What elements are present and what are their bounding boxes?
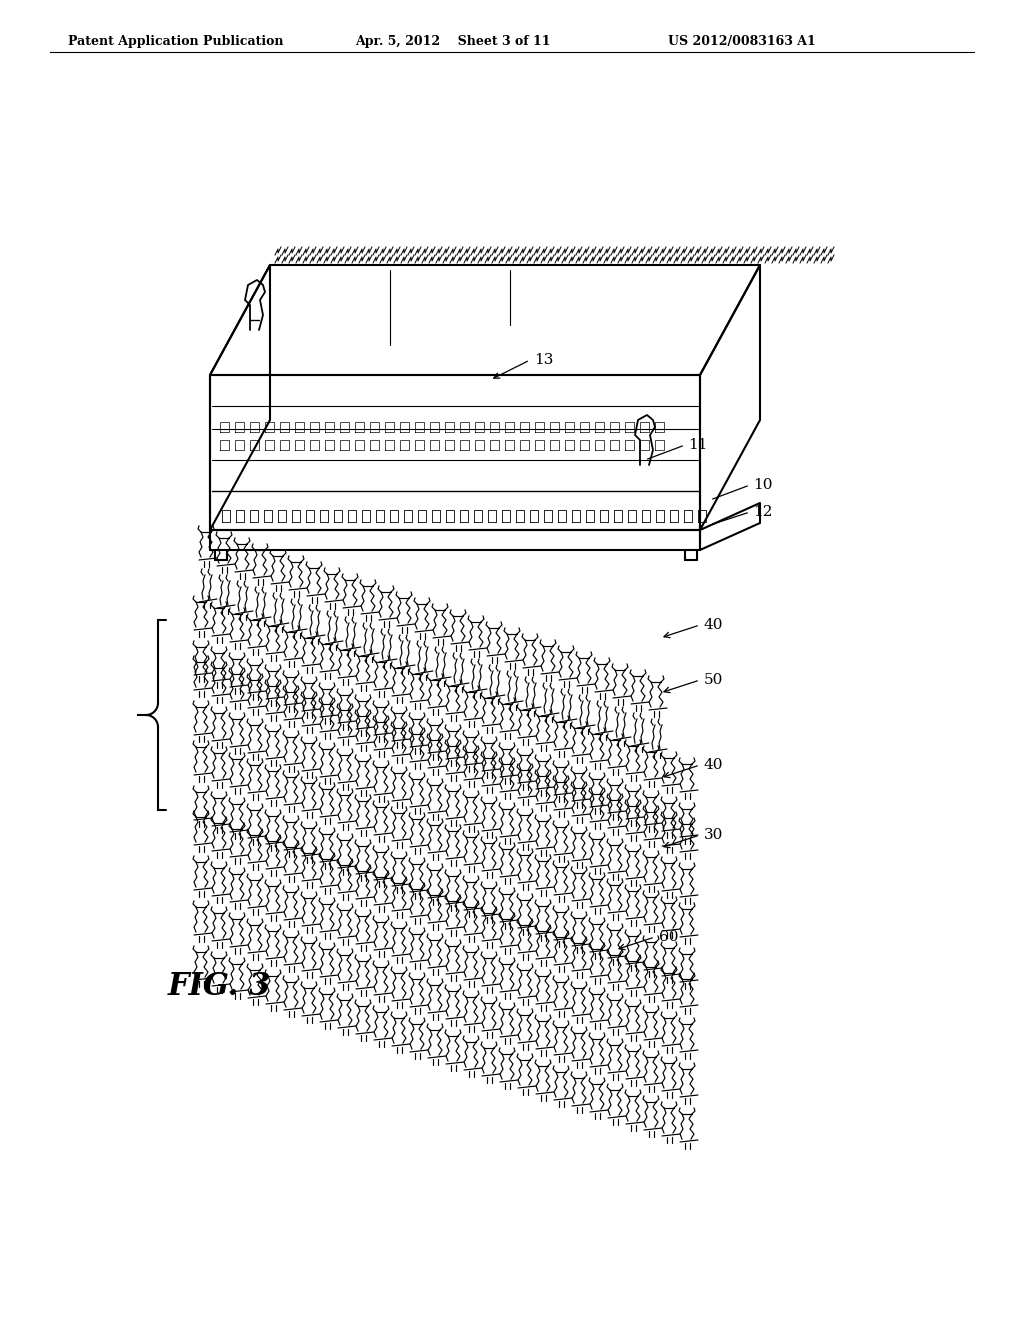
Text: FIG. 3: FIG. 3 [168, 972, 271, 1002]
Text: 50: 50 [705, 673, 723, 686]
Text: 40: 40 [705, 618, 724, 632]
Text: 10: 10 [753, 478, 772, 492]
Text: 30: 30 [705, 828, 723, 842]
Text: 11: 11 [688, 438, 708, 451]
Text: 60: 60 [659, 931, 679, 944]
Text: Patent Application Publication: Patent Application Publication [68, 36, 284, 48]
Text: US 2012/0083163 A1: US 2012/0083163 A1 [668, 36, 816, 48]
Text: 12: 12 [753, 506, 772, 519]
Text: 13: 13 [534, 352, 553, 367]
Text: Apr. 5, 2012    Sheet 3 of 11: Apr. 5, 2012 Sheet 3 of 11 [355, 36, 551, 48]
Text: 40: 40 [705, 758, 724, 772]
